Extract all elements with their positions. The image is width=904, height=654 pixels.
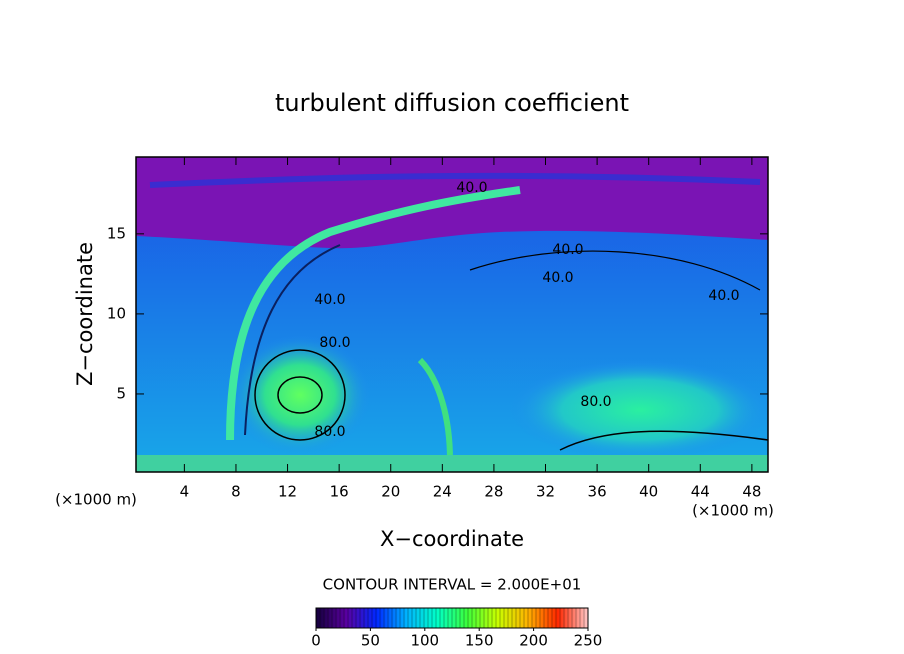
chart-title: turbulent diffusion coefficient [275, 89, 629, 117]
contour-label: 40.0 [708, 288, 739, 304]
x-tick-label: 48 [742, 483, 761, 501]
contour-label: 40.0 [314, 292, 345, 308]
y-axis-label: Z−coordinate [73, 242, 97, 386]
x-tick-label: 32 [536, 483, 555, 501]
y-unit: (×1000 m) [55, 491, 137, 509]
contour-label: 40.0 [456, 180, 487, 196]
x-tick-label: 20 [381, 483, 400, 501]
x-tick-label: 8 [231, 483, 241, 501]
x-tick-label: 4 [180, 483, 190, 501]
x-unit: (×1000 m) [692, 502, 774, 520]
colorbar-tick-label: 200 [519, 632, 548, 650]
plot-frame [135, 156, 769, 473]
colorbar-tick-label: 50 [361, 632, 380, 650]
x-axis-label: X−coordinate [380, 527, 524, 551]
contour-label: 40.0 [552, 242, 583, 258]
colorbar-tick-label: 0 [311, 632, 321, 650]
x-tick-label: 12 [278, 483, 297, 501]
colorbar-tick-label: 250 [574, 632, 603, 650]
x-tick-label: 16 [330, 483, 349, 501]
contour-label: 80.0 [314, 424, 345, 440]
y-tick-label: 15 [107, 224, 126, 242]
x-tick-label: 36 [588, 483, 607, 501]
contour-note: CONTOUR INTERVAL = 2.000E+01 [323, 576, 582, 594]
y-tick-label: 10 [107, 304, 126, 322]
contour-label: 80.0 [319, 335, 350, 351]
x-tick-label: 44 [691, 483, 710, 501]
x-tick-label: 24 [433, 483, 452, 501]
colorbar-tick-label: 150 [465, 632, 494, 650]
y-tick-label: 5 [116, 384, 126, 402]
contour-label: 80.0 [580, 394, 611, 410]
field [136, 157, 768, 472]
x-tick-label: 40 [639, 483, 658, 501]
x-tick-label: 28 [484, 483, 503, 501]
colorbar-tick-label: 100 [410, 632, 439, 650]
contour-label: 40.0 [542, 270, 573, 286]
